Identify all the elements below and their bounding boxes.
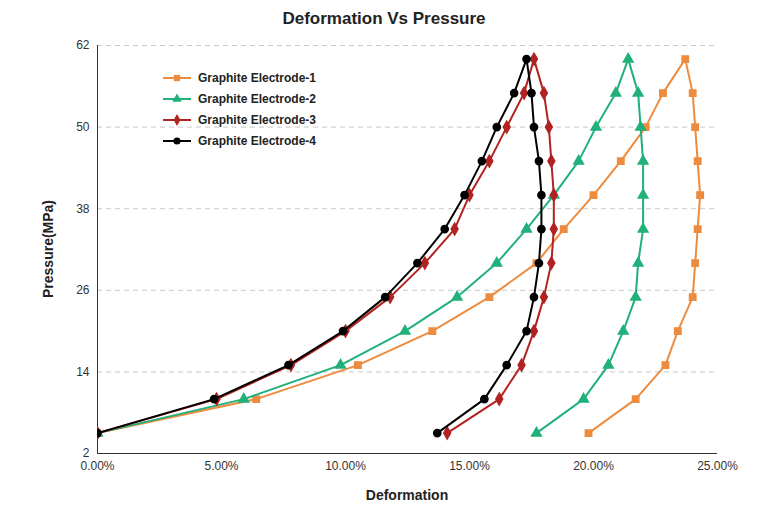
svg-text:2: 2 (82, 446, 90, 461)
svg-text:10.00%: 10.00% (325, 459, 366, 473)
svg-text:38: 38 (76, 202, 90, 216)
svg-text:26: 26 (76, 283, 90, 297)
svg-text:Pressure(MPa): Pressure(MPa) (40, 200, 56, 298)
svg-text:14: 14 (76, 365, 90, 379)
html-text:Graphite Electrode-4: Graphite Electrode-4 (198, 133, 316, 148)
html-text:Deformation Vs Pressure: Deformation Vs Pressure (282, 9, 486, 28)
svg-text:5.00%: 5.00% (204, 459, 238, 473)
html-text:Graphite Electrode-2: Graphite Electrode-2 (198, 91, 316, 106)
svg-text:20.00%: 20.00% (573, 459, 614, 473)
svg-text:Deformation: Deformation (366, 487, 448, 503)
svg-text:50: 50 (76, 120, 90, 134)
html-text:Graphite Electrode-1: Graphite Electrode-1 (198, 70, 316, 85)
svg-text:25.00%: 25.00% (697, 459, 738, 473)
html-text:Graphite Electrode-3: Graphite Electrode-3 (198, 112, 316, 127)
svg-text:0.00%: 0.00% (80, 459, 114, 473)
svg-text:62: 62 (76, 38, 90, 52)
svg-text:15.00%: 15.00% (449, 459, 490, 473)
